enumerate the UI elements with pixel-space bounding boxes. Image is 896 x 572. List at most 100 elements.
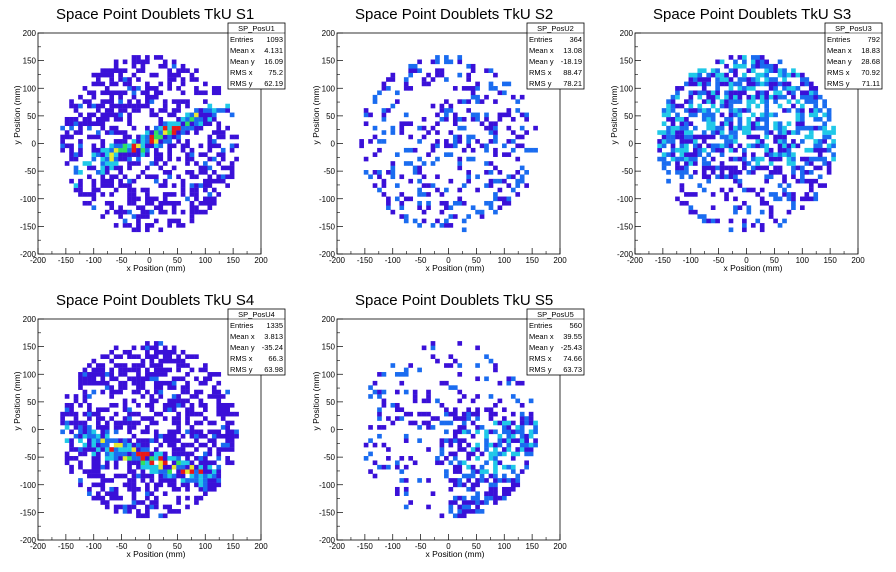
y-axis-label: y Position (mm) — [311, 85, 321, 144]
heatmap-cell — [171, 192, 177, 197]
heatmap-cell — [502, 447, 507, 452]
heatmap-cell — [95, 451, 101, 457]
heatmap-cell — [140, 147, 146, 153]
y-tick-label: -100 — [20, 481, 37, 490]
heatmap-cell — [448, 500, 454, 505]
heatmap-cell — [149, 416, 155, 421]
heatmap-cell — [755, 63, 761, 69]
heatmap-cell — [773, 170, 778, 175]
heatmap-cell — [412, 63, 418, 69]
heatmap-cell — [692, 72, 698, 78]
heatmap-cell — [394, 402, 400, 408]
heatmap-cell — [122, 223, 128, 228]
heatmap-cell — [377, 170, 382, 175]
heatmap-cell — [158, 130, 164, 135]
heatmap-cell — [203, 170, 208, 175]
heatmap-cell — [91, 178, 97, 184]
heatmap-cell — [497, 495, 503, 501]
heatmap-cell — [466, 63, 471, 69]
heatmap-cell — [457, 116, 463, 122]
heatmap-cell — [430, 491, 436, 496]
heatmap-cell — [493, 469, 498, 474]
heatmap-cell — [211, 170, 217, 175]
heatmap-cell — [403, 438, 409, 443]
x-tick-label: -200 — [329, 542, 346, 551]
heatmap-cell — [149, 223, 155, 228]
heatmap-cell — [679, 139, 685, 144]
heatmap-cell — [750, 55, 756, 60]
heatmap-cell — [185, 139, 190, 144]
heatmap-cell — [488, 205, 494, 210]
heatmap-cell — [795, 108, 801, 113]
heatmap-cell — [408, 363, 414, 368]
heatmap-cell — [475, 429, 480, 435]
heatmap-cell — [506, 438, 512, 443]
heatmap-cell — [688, 108, 694, 113]
heatmap-cell — [528, 147, 534, 153]
heatmap-cell — [804, 99, 810, 104]
heatmap-cell — [216, 398, 222, 404]
heatmap-cell — [697, 90, 703, 96]
heatmap-cell — [64, 402, 70, 408]
heatmap-cell — [109, 192, 115, 197]
heatmap-cell — [377, 90, 382, 96]
heatmap-cell — [109, 456, 115, 461]
heatmap-cell — [203, 433, 208, 439]
heatmap-cell — [426, 200, 431, 206]
heatmap-cell — [113, 143, 119, 149]
heatmap-cell — [515, 473, 521, 479]
heatmap-cell — [149, 398, 155, 404]
heatmap-cell — [493, 486, 498, 492]
heatmap-cell — [506, 380, 512, 386]
heatmap-cell — [73, 398, 79, 404]
heatmap-cell — [715, 90, 720, 96]
heatmap-cell — [104, 200, 110, 206]
stats-value: 75.2 — [268, 68, 283, 77]
heatmap-cell — [457, 72, 463, 78]
heatmap-cell — [180, 442, 186, 448]
heatmap-cell — [791, 165, 796, 171]
heatmap-cell — [153, 447, 159, 452]
heatmap-cell — [452, 433, 458, 439]
heatmap-cell — [493, 420, 498, 426]
heatmap-cell — [145, 139, 150, 144]
heatmap-cell — [493, 482, 498, 488]
heatmap-cell — [127, 429, 132, 435]
heatmap-cell — [149, 491, 155, 496]
heatmap-cell — [78, 178, 83, 184]
heatmap-cell — [153, 376, 159, 382]
heatmap-cell — [452, 143, 458, 149]
heatmap-cell — [145, 451, 150, 457]
heatmap-cell — [515, 438, 521, 443]
heatmap-cell — [82, 192, 88, 197]
heatmap-cell — [381, 389, 387, 395]
heatmap-cell — [162, 504, 168, 510]
heatmap-cell — [408, 178, 414, 184]
heatmap-cell — [497, 170, 503, 175]
heatmap-cell — [488, 495, 494, 501]
heatmap-cell — [386, 170, 391, 175]
heatmap-cell — [528, 433, 534, 439]
heatmap-cell — [149, 130, 155, 135]
heatmap-cell — [149, 196, 155, 202]
heatmap-cell — [670, 125, 676, 131]
heatmap-cell — [198, 469, 204, 474]
heatmap-cell — [153, 205, 159, 210]
heatmap-cell — [122, 416, 128, 421]
heatmap-cell — [502, 425, 507, 430]
heatmap-cell — [140, 380, 146, 386]
heatmap-cell — [220, 416, 226, 421]
heatmap-cell — [817, 108, 823, 113]
heatmap-cell — [162, 178, 168, 184]
heatmap-cell — [786, 152, 792, 157]
heatmap-cell — [426, 411, 431, 417]
heatmap-cell — [162, 209, 168, 215]
heatmap-cell — [127, 478, 132, 483]
heatmap-cell — [831, 156, 836, 162]
stats-label: Mean x — [230, 46, 255, 55]
heatmap-cell — [69, 143, 74, 149]
heatmap-cell — [153, 152, 159, 157]
heatmap-cell — [176, 367, 181, 373]
heatmap-cell — [764, 165, 769, 171]
